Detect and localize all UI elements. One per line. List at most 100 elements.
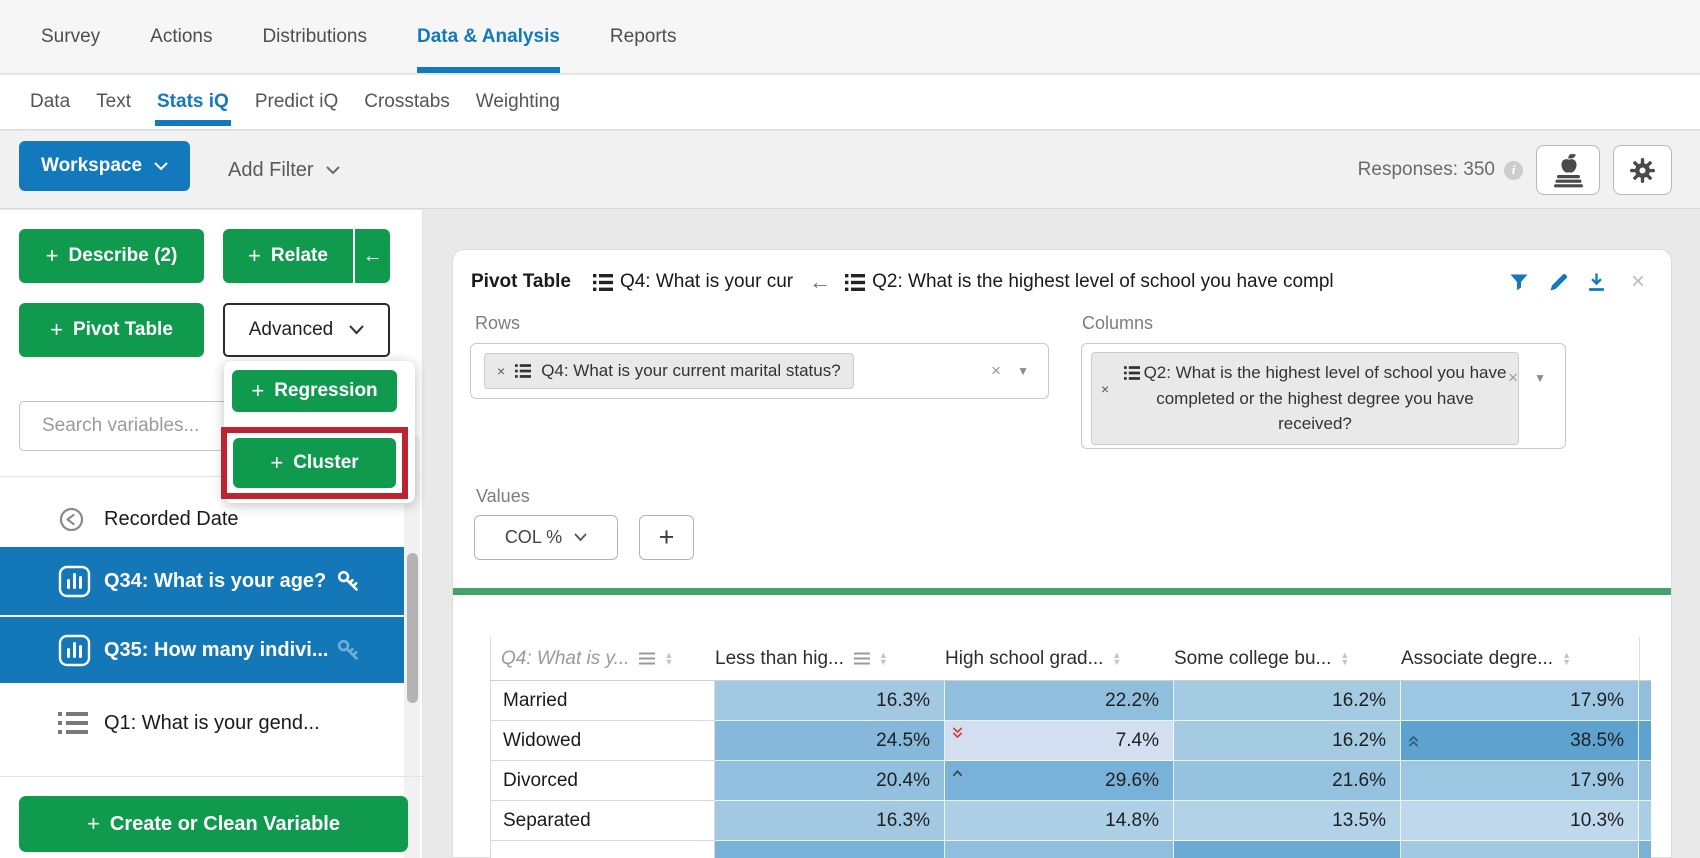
responses-count: Responses: 350 — [1357, 159, 1495, 180]
columns-drop-zone[interactable]: × Q2: What is the highest level of school… — [1081, 343, 1566, 449]
add-filter-label: Add Filter — [228, 158, 314, 181]
table-cell: 16.3% — [715, 681, 945, 721]
back-arrow-icon: ← — [809, 269, 832, 294]
variable-label: Q34: What is your age? — [104, 569, 327, 592]
table-cell: 14.8% — [945, 801, 1174, 841]
variable-row-q1[interactable]: Q1: What is your gend... — [0, 685, 405, 761]
nav-reports[interactable]: Reports — [609, 25, 677, 47]
add-value-button[interactable]: + — [639, 515, 694, 560]
variable-row-recorded-date[interactable]: Recorded Date — [0, 491, 405, 547]
aggregation-dropdown[interactable]: COL % — [474, 515, 618, 560]
info-icon[interactable]: i — [1504, 160, 1523, 180]
tab-weighting[interactable]: Weighting — [475, 91, 560, 112]
column-variable-token[interactable]: × Q2: What is the highest level of school… — [1091, 352, 1519, 445]
clear-rows-icon[interactable]: × — [991, 361, 1001, 380]
plus-icon: + — [270, 450, 284, 475]
tab-stats-iq[interactable]: Stats iQ — [155, 75, 231, 129]
nav-actions[interactable]: Actions — [150, 25, 213, 47]
sort-icon[interactable]: ▲ ▼ — [1340, 649, 1350, 667]
card-title: Pivot Table — [471, 271, 571, 292]
describe-button[interactable]: + Describe (2) — [19, 229, 204, 283]
header-col-0[interactable]: Less than hig... ▲ ▼ — [715, 637, 945, 681]
settings-button[interactable] — [1613, 145, 1672, 195]
relate-button[interactable]: + Relate — [223, 229, 353, 283]
nav-data-analysis[interactable]: Data & Analysis — [417, 0, 560, 73]
workspace-label: Workspace — [40, 155, 143, 176]
filter-icon[interactable] — [1510, 274, 1528, 291]
table-cell — [715, 841, 945, 858]
annotation-highlight — [221, 427, 408, 499]
edit-pencil-icon[interactable] — [1550, 273, 1568, 291]
table-cell — [1174, 841, 1401, 858]
stats-toolbar: Workspace Add Filter Responses: 350 i — [0, 131, 1700, 209]
workspace-button[interactable]: Workspace — [19, 141, 190, 191]
remove-token-icon[interactable]: × — [497, 363, 506, 379]
table-cell-sliver — [1639, 721, 1651, 761]
nav-survey[interactable]: Survey — [41, 25, 101, 47]
significance-higher-icon — [1408, 734, 1419, 747]
column-variable-name: Q2: What is the highest level of school … — [872, 271, 1334, 292]
nav-distributions[interactable]: Distributions — [262, 25, 367, 47]
key-icon[interactable] — [336, 569, 360, 593]
close-icon[interactable]: × — [1630, 268, 1645, 295]
card-header: Pivot Table Q4: What is your cur ← Q2: W… — [471, 260, 1645, 304]
regression-button[interactable]: + Regression — [232, 370, 397, 412]
learning-library-button[interactable] — [1536, 145, 1600, 195]
table-cell: 21.6% — [1174, 761, 1401, 801]
significance-lower-icon — [952, 727, 963, 740]
header-col-3[interactable]: Associate degre... ▲ ▼ — [1401, 637, 1639, 681]
primary-nav: Survey Actions Distributions Data & Anal… — [0, 0, 1700, 74]
sort-icon[interactable]: ▲ ▼ — [878, 649, 888, 667]
cluster-button[interactable]: + Cluster — [233, 438, 396, 488]
list-icon — [1123, 366, 1140, 380]
advanced-dropdown[interactable]: Advanced — [223, 303, 390, 357]
tab-predict-iq[interactable]: Predict iQ — [254, 91, 339, 112]
rows-drop-zone[interactable]: × Q4: What is your current marital statu… — [470, 343, 1049, 399]
chevron-down-icon — [574, 533, 587, 542]
variable-label: Q35: How many indivi... — [104, 638, 329, 661]
token-label: Q4: What is your current marital status? — [541, 361, 841, 380]
table-cell: 38.5% — [1401, 721, 1639, 761]
dropdown-caret-icon[interactable]: ▼ — [1534, 371, 1546, 385]
gear-icon — [1629, 157, 1656, 184]
divider — [0, 776, 423, 777]
tab-text[interactable]: Text — [96, 91, 131, 112]
tab-data[interactable]: Data — [30, 91, 71, 112]
clear-columns-icon[interactable]: × — [1508, 368, 1518, 387]
header-row-variable[interactable]: Q4: What is y... ▲ ▼ — [490, 637, 715, 681]
create-or-clean-variable-button[interactable]: + Create or Clean Variable — [19, 796, 408, 852]
dropdown-caret-icon[interactable]: ▼ — [1017, 364, 1029, 378]
header-label: Less than hig... — [715, 647, 844, 669]
table-cell: 17.9% — [1401, 681, 1639, 721]
table-cell: 16.3% — [715, 801, 945, 841]
sort-icon[interactable]: ▲ ▼ — [664, 649, 674, 667]
variable-row-q34[interactable]: Q34: What is your age? — [0, 547, 405, 616]
remove-token-icon[interactable]: × — [1101, 381, 1110, 397]
header-col-1[interactable]: High school grad... ▲ ▼ — [945, 637, 1174, 681]
sort-icon[interactable]: ▲ ▼ — [1562, 649, 1572, 667]
aggregation-label: COL % — [504, 527, 563, 547]
table-cell — [1401, 841, 1639, 858]
columns-zone-label: Columns — [1082, 313, 1154, 333]
header-col-2[interactable]: Some college bu... ▲ ▼ — [1174, 637, 1401, 681]
column-menu-icon[interactable] — [853, 652, 870, 665]
significance-up-icon — [952, 769, 963, 777]
sort-icon[interactable]: ▲ ▼ — [1112, 649, 1122, 667]
table-row: Married 16.3% 22.2% 16.2% 17.9% — [490, 681, 1651, 721]
list-icon — [58, 710, 88, 736]
create-label: Create or Clean Variable — [109, 812, 340, 835]
variable-row-q35[interactable]: Q35: How many indivi... — [0, 617, 405, 683]
key-icon[interactable] — [336, 638, 360, 662]
collapse-panel-button[interactable]: ← — [353, 229, 390, 283]
list-icon — [515, 364, 532, 378]
add-filter-dropdown[interactable]: Add Filter — [228, 131, 340, 209]
apple-book-icon — [1552, 151, 1584, 189]
row-variable-token[interactable]: × Q4: What is your current marital statu… — [484, 353, 854, 389]
download-icon[interactable] — [1588, 273, 1605, 291]
plus-icon: + — [248, 243, 261, 268]
sidebar-scrollbar-thumb[interactable] — [407, 553, 418, 703]
cluster-label: Cluster — [293, 452, 359, 473]
pivot-table-button[interactable]: + Pivot Table — [19, 303, 204, 357]
tab-crosstabs[interactable]: Crosstabs — [364, 91, 450, 112]
column-menu-icon[interactable] — [639, 652, 656, 665]
